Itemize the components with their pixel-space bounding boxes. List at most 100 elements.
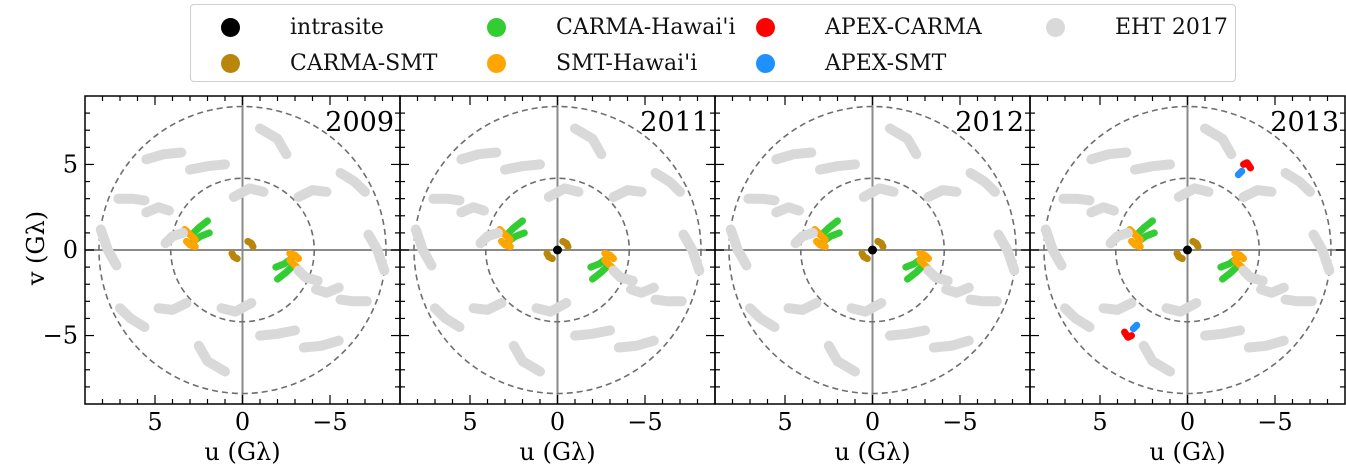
x-tick-label: −5 [942, 408, 977, 436]
track-eht-2017 [363, 229, 390, 276]
intrasite-point [1183, 245, 1192, 255]
track-eht-2017 [153, 298, 192, 315]
track-eht-2017 [1308, 229, 1335, 276]
track-eht-2017 [141, 202, 174, 218]
legend-marker [487, 53, 506, 73]
track-carma-smt [244, 237, 257, 251]
y-axis-label: v (Gλ) [22, 211, 50, 286]
track-eht-2017 [745, 303, 780, 332]
track-eht-2017 [650, 294, 687, 307]
track-carma-hawai-i [503, 217, 526, 239]
track-eht-2017 [1161, 298, 1202, 317]
legend-marker [221, 17, 240, 37]
track-smt-hawai-i [498, 237, 514, 251]
track-eht-2017 [1130, 159, 1175, 175]
track-carma-hawai-i [589, 261, 612, 283]
track-eht-2017 [456, 147, 502, 165]
track-apex-smt [1234, 167, 1246, 179]
track-eht-2017 [311, 282, 344, 298]
track-eht-2017 [783, 298, 822, 315]
panel-year-label: 2013 [1270, 107, 1339, 138]
track-eht-2017 [430, 303, 465, 332]
track-eht-2017 [160, 227, 188, 249]
track-eht-2017 [790, 227, 818, 249]
guide-circle [728, 105, 1017, 395]
legend-label: CARMA-SMT [290, 50, 438, 76]
panel-year-label: 2011 [640, 107, 709, 138]
track-eht-2017 [965, 168, 1000, 197]
track-eht-2017 [113, 193, 150, 206]
x-tick-label: 0 [550, 408, 565, 436]
track-eht-2017 [410, 224, 437, 271]
track-eht-2017 [293, 185, 332, 202]
track-apex-smt [1129, 321, 1141, 333]
track-smt-hawai-i [813, 237, 829, 251]
track-eht-2017 [1238, 185, 1277, 202]
x-axis-label: u (Gλ) [204, 438, 280, 466]
legend-item: CARMA-Hawai'i [487, 12, 736, 42]
y-tick-label: 0 [63, 236, 78, 264]
panel-year-label: 2009 [325, 107, 394, 138]
track-eht-2017 [228, 183, 269, 202]
track-eht-2017 [531, 298, 572, 317]
track-eht-2017 [456, 202, 489, 218]
legend-item: APEX-SMT [756, 48, 946, 78]
x-tick-label: 5 [462, 408, 477, 436]
track-carma-smt [543, 249, 556, 263]
track-eht-2017 [743, 193, 780, 206]
track-eht-2017 [500, 159, 545, 175]
track-eht-2017 [626, 282, 659, 298]
track-eht-2017 [216, 298, 257, 317]
track-eht-2017 [993, 229, 1020, 276]
track-smt-hawai-i [1128, 237, 1144, 251]
track-eht-2017 [678, 229, 705, 276]
legend-item: CARMA-SMT [221, 48, 437, 78]
legend-item: EHT 2017 [1046, 12, 1228, 42]
track-eht-2017 [608, 265, 638, 286]
track-eht-2017 [1058, 193, 1095, 206]
legend-label: APEX-CARMA [825, 14, 982, 40]
track-eht-2017 [858, 183, 899, 202]
legend-label: intrasite [290, 14, 384, 40]
legend-label: CARMA-Hawai'i [556, 14, 736, 40]
legend-item: APEX-CARMA [756, 12, 982, 42]
x-tick-label: 5 [1092, 408, 1107, 436]
legend-item: intrasite [221, 12, 384, 42]
track-eht-2017 [965, 294, 1002, 307]
track-eht-2017 [941, 282, 974, 298]
track-eht-2017 [771, 147, 817, 165]
track-eht-2017 [1280, 168, 1315, 197]
track-eht-2017 [543, 183, 584, 202]
guide-circle [1114, 177, 1261, 323]
track-carma-hawai-i [1133, 217, 1156, 239]
track-eht-2017 [923, 265, 953, 286]
track-carma-smt [1189, 237, 1202, 251]
legend-marker [221, 53, 240, 73]
guide-circle [413, 105, 702, 395]
track-eht-2017 [885, 325, 930, 341]
track-eht-2017 [1086, 147, 1132, 165]
track-eht-2017 [1105, 227, 1133, 249]
track-eht-2017 [1256, 282, 1289, 298]
guide-circle [799, 177, 946, 323]
track-carma-hawai-i [188, 217, 211, 239]
track-carma-hawai-i [818, 217, 841, 239]
guide-circle [98, 105, 387, 395]
x-tick-label: 0 [235, 408, 250, 436]
track-carma-hawai-i [904, 261, 927, 283]
track-eht-2017 [1040, 224, 1067, 271]
guide-circle [1043, 105, 1332, 395]
legend-label: APEX-SMT [825, 50, 947, 76]
track-eht-2017 [141, 147, 187, 165]
track-smt-hawai-i [1231, 249, 1247, 263]
track-eht-2017 [115, 303, 150, 332]
track-eht-2017 [255, 325, 300, 341]
guide-circle [484, 177, 631, 323]
intrasite-point [868, 245, 877, 255]
track-eht-2017 [608, 185, 647, 202]
track-apex-carma [1121, 328, 1135, 341]
track-eht-2017 [771, 202, 804, 218]
track-eht-2017 [1200, 325, 1245, 341]
legend-label: SMT-Hawai'i [556, 50, 698, 76]
